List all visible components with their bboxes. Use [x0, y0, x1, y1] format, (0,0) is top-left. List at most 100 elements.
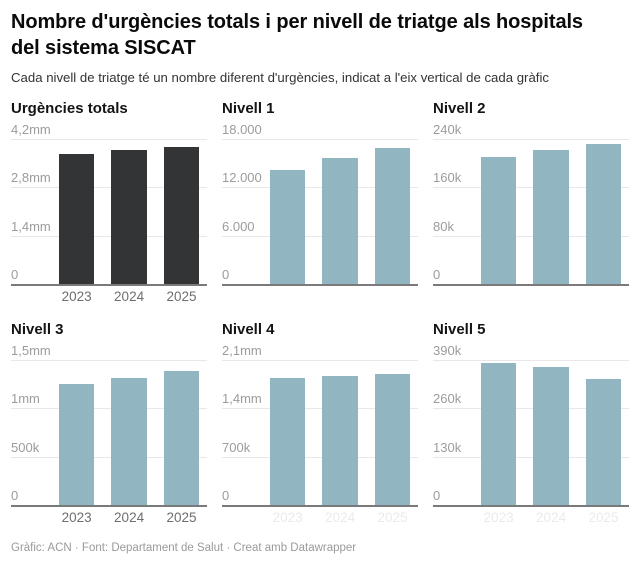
x-axis-labels	[433, 289, 629, 306]
bar-2025[interactable]	[163, 147, 200, 284]
bar-2023[interactable]	[59, 384, 95, 505]
y-tick-label: 0	[11, 488, 19, 503]
y-tick-label: 12.000	[222, 170, 262, 186]
gridline	[222, 408, 418, 410]
bar-2024[interactable]	[533, 366, 569, 505]
y-tick-label: 0	[433, 488, 441, 503]
y-tick-label: 0	[433, 267, 441, 282]
chart-title: Nivell 2	[433, 100, 486, 117]
bar-2023[interactable]	[481, 157, 517, 284]
chart-6: Nivell 5 390k 260k 130k 0 2023 2024 2025	[433, 319, 629, 527]
bar-2025[interactable]	[163, 370, 200, 505]
gridline	[222, 360, 418, 361]
bar-2024[interactable]	[322, 157, 358, 284]
y-tick-label: 1,4mm	[11, 218, 51, 234]
chart-title: Nivell 3	[11, 321, 64, 338]
x-label: 2023	[61, 289, 92, 304]
y-tick-label: 2,8mm	[11, 170, 51, 186]
y-tick-label: 390k	[433, 343, 462, 358]
bar-2024[interactable]	[111, 150, 147, 284]
footer-credits: Gràfic: ACN · Font: Departament de Salut…	[11, 542, 357, 554]
gridline	[11, 235, 207, 237]
x-axis-labels: 2023 2024 2025	[11, 510, 207, 527]
plot-area: 390k 260k 130k 0	[433, 343, 629, 507]
chart-4: Nivell 3 1,5mm 1mm 500k 0 2023 2024 2025	[11, 319, 207, 527]
chart-title: Nivell 4	[222, 321, 275, 338]
bar-2023[interactable]	[59, 153, 95, 284]
gridline	[11, 408, 207, 410]
y-tick-label: 260k	[433, 391, 462, 407]
bar-2024[interactable]	[533, 149, 569, 284]
x-label: 2024	[114, 510, 145, 525]
chart-title: Urgències totals	[11, 100, 128, 117]
plot-area: 4,2mm 2,8mm 1,4mm 0	[11, 122, 207, 286]
y-tick-label: 160k	[433, 170, 462, 186]
x-label: 2025	[166, 289, 197, 304]
chart-3: Nivell 2 240k 160k 80k 0	[433, 98, 629, 306]
x-label: 2023	[61, 510, 92, 525]
y-tick-label: 240k	[433, 122, 462, 137]
x-label: 2025	[166, 510, 197, 525]
gridline	[433, 360, 629, 361]
y-tick-label: 1mm	[11, 391, 40, 407]
x-axis-labels: 2023 2024 2025	[222, 510, 418, 527]
y-tick-label: 4,2mm	[11, 122, 51, 137]
gridline	[222, 139, 418, 140]
page-subtitle: Cada nivell de triatge té un nombre dife…	[11, 70, 549, 85]
charts-grid: Urgències totals 4,2mm 2,8mm 1,4mm 0 2023 2024…	[0, 98, 640, 527]
gridline	[433, 456, 629, 458]
x-label: 2023	[483, 510, 514, 525]
gridline	[222, 187, 418, 189]
bar-2023[interactable]	[481, 363, 517, 505]
plot-area: 240k 160k 80k 0	[433, 122, 629, 286]
gridline	[11, 139, 207, 140]
y-tick-label: 500k	[11, 439, 40, 455]
bar-2024[interactable]	[111, 377, 147, 505]
y-tick-label: 700k	[222, 439, 251, 455]
x-label: 2023	[272, 510, 303, 525]
chart-header: Nombre d'urgències totals i per nivell d…	[0, 0, 640, 85]
bar-2025[interactable]	[585, 144, 622, 284]
plot-area: 1,5mm 1mm 500k 0	[11, 343, 207, 507]
y-tick-label: 80k	[433, 218, 454, 234]
y-tick-label: 6.000	[222, 218, 255, 234]
gridline	[433, 187, 629, 189]
chart-5: Nivell 4 2,1mm 1,4mm 700k 0 2023 2024 2025	[222, 319, 418, 527]
x-label: 2025	[588, 510, 619, 525]
bar-2023[interactable]	[270, 169, 306, 284]
gridline	[11, 187, 207, 189]
chart-1: Urgències totals 4,2mm 2,8mm 1,4mm 0 2023 2024…	[11, 98, 207, 306]
bar-2025[interactable]	[585, 379, 622, 505]
y-tick-label: 0	[222, 267, 230, 282]
y-tick-label: 1,4mm	[222, 391, 262, 407]
chart-title: Nivell 5	[433, 321, 486, 338]
gridline	[222, 235, 418, 237]
gridline	[433, 235, 629, 237]
chart-2: Nivell 1 18.000 12.000 6.000 0	[222, 98, 418, 306]
y-tick-label: 0	[222, 488, 230, 503]
page-title: Nombre d'urgències totals i per nivell d…	[11, 11, 583, 59]
gridline	[11, 360, 207, 361]
x-label: 2024	[536, 510, 567, 525]
gridline	[222, 456, 418, 458]
y-tick-label: 18.000	[222, 122, 262, 137]
gridline	[433, 408, 629, 410]
bar-2025[interactable]	[374, 147, 411, 284]
y-tick-label: 1,5mm	[11, 343, 51, 358]
x-axis-labels	[222, 289, 418, 306]
chart-title: Nivell 1	[222, 100, 275, 117]
y-tick-label: 2,1mm	[222, 343, 262, 358]
x-label: 2025	[377, 510, 408, 525]
plot-area: 18.000 12.000 6.000 0	[222, 122, 418, 286]
bar-2025[interactable]	[374, 373, 411, 505]
x-axis-labels: 2023 2024 2025	[11, 289, 207, 306]
x-label: 2024	[325, 510, 356, 525]
y-tick-label: 130k	[433, 439, 462, 455]
gridline	[433, 139, 629, 140]
gridline	[11, 456, 207, 458]
y-tick-label: 0	[11, 267, 19, 282]
bar-2023[interactable]	[270, 377, 306, 505]
plot-area: 2,1mm 1,4mm 700k 0	[222, 343, 418, 507]
x-axis-labels: 2023 2024 2025	[433, 510, 629, 527]
bar-2024[interactable]	[322, 376, 358, 505]
